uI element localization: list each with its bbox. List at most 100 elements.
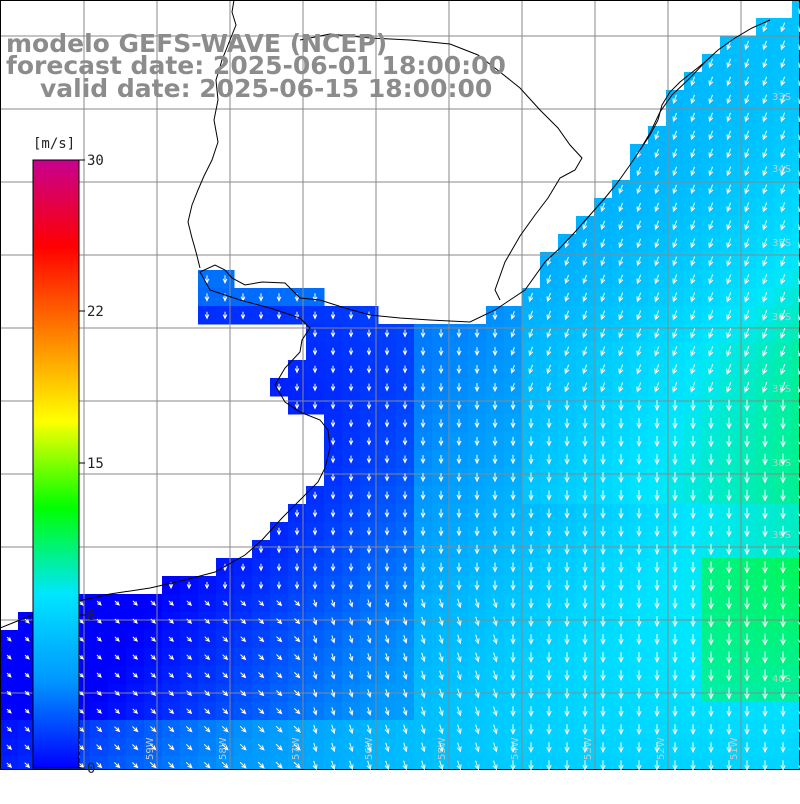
wind-arrow (438, 670, 444, 681)
wind-arrow (456, 526, 462, 537)
wind-arrow (762, 453, 768, 466)
wind-arrow (780, 309, 786, 321)
wind-arrow (780, 597, 786, 610)
wind-arrow (96, 600, 102, 606)
wind-arrow (654, 436, 660, 448)
wind-arrow (78, 636, 84, 642)
wind-arrow (672, 760, 678, 770)
wind-arrow (654, 652, 660, 664)
wind-arrow (330, 599, 336, 608)
wind-arrow (726, 58, 732, 69)
wind-arrow (780, 561, 786, 574)
wind-arrow (744, 417, 750, 430)
wind-arrow (312, 347, 318, 356)
wind-arrow (366, 671, 372, 680)
wind-arrow (546, 256, 552, 267)
wind-arrow (168, 708, 175, 715)
wind-arrow (204, 672, 211, 679)
wind-arrow (222, 563, 228, 572)
wind-arrow (582, 688, 588, 699)
wind-arrow (348, 689, 354, 698)
wind-arrow (330, 365, 336, 374)
wind-arrow (330, 724, 336, 735)
wind-arrow (618, 508, 624, 519)
wind-arrow (510, 760, 516, 770)
wind-arrow (708, 651, 714, 664)
wind-arrow (492, 418, 498, 429)
wind-arrow (366, 347, 372, 356)
wind-arrow (762, 94, 768, 105)
wind-arrow (582, 382, 588, 393)
wind-arrow (762, 561, 768, 574)
wind-arrow (762, 112, 768, 123)
wind-arrow (546, 580, 552, 591)
wind-arrow (564, 760, 570, 770)
wind-arrow (636, 346, 642, 357)
latitude-label: 39S (772, 530, 791, 541)
wind-arrow (618, 670, 624, 682)
wind-arrow (185, 761, 193, 769)
wind-arrow (438, 760, 444, 770)
wind-arrow (636, 328, 642, 339)
wind-arrow (492, 562, 498, 573)
wind-arrow (366, 419, 372, 428)
wind-arrow (690, 112, 696, 123)
colorbar: [m/s] 30 22 15 8 0 (32, 136, 104, 777)
wind-arrow (528, 292, 534, 303)
wind-arrow (492, 347, 498, 357)
wind-arrow (618, 238, 624, 249)
wind-arrow (474, 634, 480, 645)
wind-arrow (456, 724, 462, 735)
wind-arrow (564, 328, 570, 339)
wind-arrow (798, 531, 800, 536)
wind-arrow (149, 762, 157, 769)
wind-arrow (618, 346, 624, 357)
wind-arrow (510, 652, 516, 663)
wind-arrow (96, 762, 103, 769)
wind-arrow (312, 329, 318, 338)
wind-arrow (744, 76, 750, 87)
wind-arrow (348, 581, 354, 590)
wind-arrow (384, 653, 390, 662)
wind-arrow (312, 581, 318, 590)
wind-arrow (257, 743, 265, 751)
wind-arrow (276, 708, 283, 715)
wind-arrow (600, 598, 606, 609)
wind-arrow (744, 166, 750, 177)
wind-speed-cell (324, 756, 343, 770)
wind-arrow (492, 472, 498, 483)
model-title: modelo GEFS-WAVE (NCEP) (6, 29, 388, 58)
wind-arrow (708, 561, 714, 574)
wind-arrow (582, 328, 588, 339)
wind-arrow (672, 670, 678, 682)
wind-arrow (366, 635, 372, 644)
wind-arrow (348, 491, 354, 500)
wind-arrow (240, 708, 247, 715)
wind-arrow (546, 418, 552, 429)
wind-arrow (510, 311, 516, 320)
wind-speed-cell (792, 576, 800, 595)
wind-speed-cell (414, 756, 433, 770)
wind-arrow (240, 600, 247, 607)
wind-arrow (546, 490, 552, 501)
wind-speed-cell (792, 162, 800, 181)
wind-arrow (582, 256, 588, 267)
wind-speed-cell (792, 522, 800, 541)
wind-arrow (708, 220, 714, 231)
wind-arrow (312, 760, 318, 770)
wind-arrow (456, 760, 462, 770)
wind-arrow (402, 491, 408, 500)
wind-arrow (654, 346, 660, 357)
wind-arrow (456, 419, 462, 429)
wind-arrow (24, 690, 30, 696)
wind-arrow (726, 760, 732, 770)
wind-arrow (726, 94, 732, 105)
wind-arrow (438, 490, 444, 501)
wind-arrow (510, 598, 516, 609)
wind-arrow (492, 580, 498, 591)
wind-speed-cell (792, 126, 800, 145)
wind-arrow (654, 706, 660, 718)
wind-arrow (546, 310, 552, 321)
wind-arrow (293, 743, 301, 751)
wind-arrow (654, 544, 660, 556)
